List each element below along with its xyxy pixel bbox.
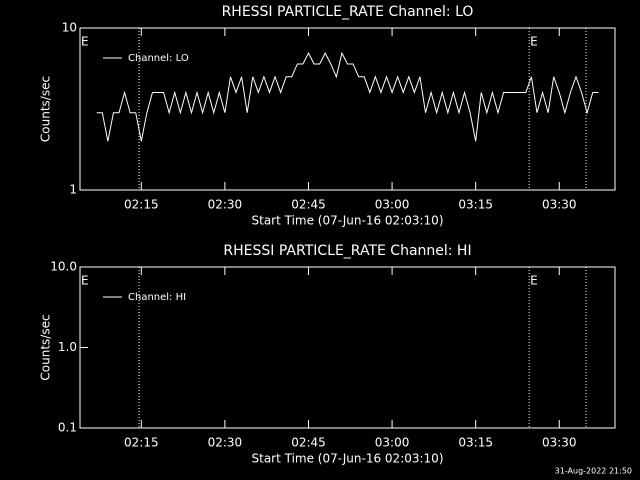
x-axis-label: Start Time (07-Jun-16 02:03:10) [252, 452, 444, 466]
x-tick-label: 02:15 [124, 436, 159, 450]
y-axis-label: Counts/sec [39, 76, 53, 142]
annotation: E [530, 274, 538, 288]
x-tick-label: 03:15 [458, 436, 493, 450]
footer: 31-Aug-2022 21:50 [555, 467, 632, 476]
y-tick-label: 1.0 [58, 340, 77, 354]
x-tick-label: 03:00 [375, 198, 410, 212]
chart-title: RHESSI PARTICLE_RATE Channel: HI [223, 243, 471, 259]
y-axis-label: Counts/sec [39, 314, 53, 380]
x-axis-label: Start Time (07-Jun-16 02:03:10) [252, 214, 444, 228]
y-tick-label: 1 [69, 183, 77, 197]
x-tick-label: 02:30 [208, 436, 243, 450]
annotation: E [530, 35, 538, 49]
x-tick-label: 03:15 [458, 198, 493, 212]
chart-title: RHESSI PARTICLE_RATE Channel: LO [222, 4, 474, 20]
data-line [96, 51, 599, 142]
x-tick-label: 02:45 [291, 198, 326, 212]
x-tick-label: 03:30 [542, 436, 577, 450]
legend-label: Channel: LO [128, 53, 189, 64]
y-tick-label: 0.1 [58, 421, 77, 435]
annotation: E [81, 35, 89, 49]
y-tick-label: 10 [62, 21, 77, 35]
annotation: E [81, 274, 89, 288]
legend-label: Channel: HI [128, 292, 186, 303]
plot-frame [79, 27, 616, 191]
x-tick-label: 03:30 [542, 198, 577, 212]
x-tick-label: 02:45 [291, 436, 326, 450]
x-tick-label: 02:15 [124, 198, 159, 212]
x-tick-label: 03:00 [375, 436, 410, 450]
y-tick-label: 10.0 [50, 260, 77, 274]
x-tick-label: 02:30 [208, 198, 243, 212]
